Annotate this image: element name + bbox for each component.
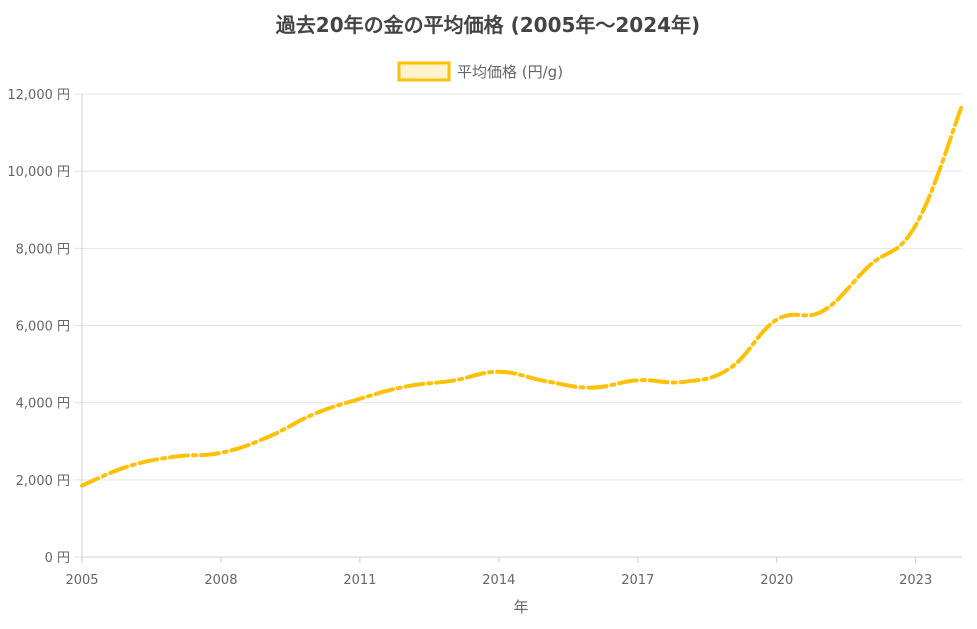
legend-swatch: [397, 61, 451, 82]
grid-lines: [74, 93, 962, 558]
axes: [81, 94, 962, 563]
x-tick-label: 2008: [204, 573, 237, 588]
x-axis-tick-labels: 2005 2008 2011 2014 2017 2020 2023: [65, 573, 932, 588]
data-point[interactable]: [218, 450, 224, 456]
data-point[interactable]: [588, 385, 594, 391]
data-point[interactable]: [496, 369, 502, 375]
x-axis-title: 年: [513, 598, 528, 616]
data-point[interactable]: [403, 383, 409, 389]
x-tick-label: 2011: [343, 573, 376, 588]
data-point[interactable]: [125, 463, 131, 469]
legend[interactable]: 平均価格 (円/g): [397, 61, 563, 82]
x-tick-label: 2023: [899, 573, 932, 588]
data-point[interactable]: [542, 378, 548, 384]
data-point[interactable]: [820, 308, 826, 314]
y-tick-label: 12,000 円: [7, 88, 70, 103]
y-tick-label: 0 円: [45, 551, 70, 566]
legend-label: 平均価格 (円/g): [457, 63, 563, 81]
chart-title: 過去20年の金の平均価格 (2005年〜2024年): [276, 13, 700, 37]
y-tick-label: 8,000 円: [16, 242, 70, 257]
x-tick-label: 2017: [621, 573, 654, 588]
x-tick-label: 2020: [760, 573, 793, 588]
data-point[interactable]: [264, 434, 270, 440]
data-point[interactable]: [774, 317, 780, 323]
x-tick-label: 2005: [65, 573, 98, 588]
y-axis-tick-labels: 0 円 2,000 円 4,000 円 6,000 円 8,000 円 10,000 円 1…: [7, 88, 70, 566]
y-tick-label: 2,000 円: [16, 474, 70, 489]
data-point[interactable]: [635, 377, 641, 383]
data-point[interactable]: [681, 379, 687, 385]
series-layer: [79, 103, 965, 489]
x-tick-label: 2014: [482, 573, 515, 588]
data-point[interactable]: [357, 396, 363, 402]
y-tick-label: 6,000 円: [16, 320, 70, 335]
y-tick-label: 10,000 円: [7, 165, 70, 180]
data-point[interactable]: [866, 263, 872, 269]
data-point[interactable]: [172, 454, 178, 460]
data-point[interactable]: [913, 222, 919, 228]
data-point[interactable]: [450, 378, 456, 384]
data-point[interactable]: [311, 411, 317, 417]
series-line: [80, 103, 964, 488]
data-point[interactable]: [959, 103, 965, 109]
y-tick-label: 4,000 円: [16, 397, 70, 412]
data-point[interactable]: [79, 483, 85, 489]
data-point[interactable]: [727, 365, 733, 371]
